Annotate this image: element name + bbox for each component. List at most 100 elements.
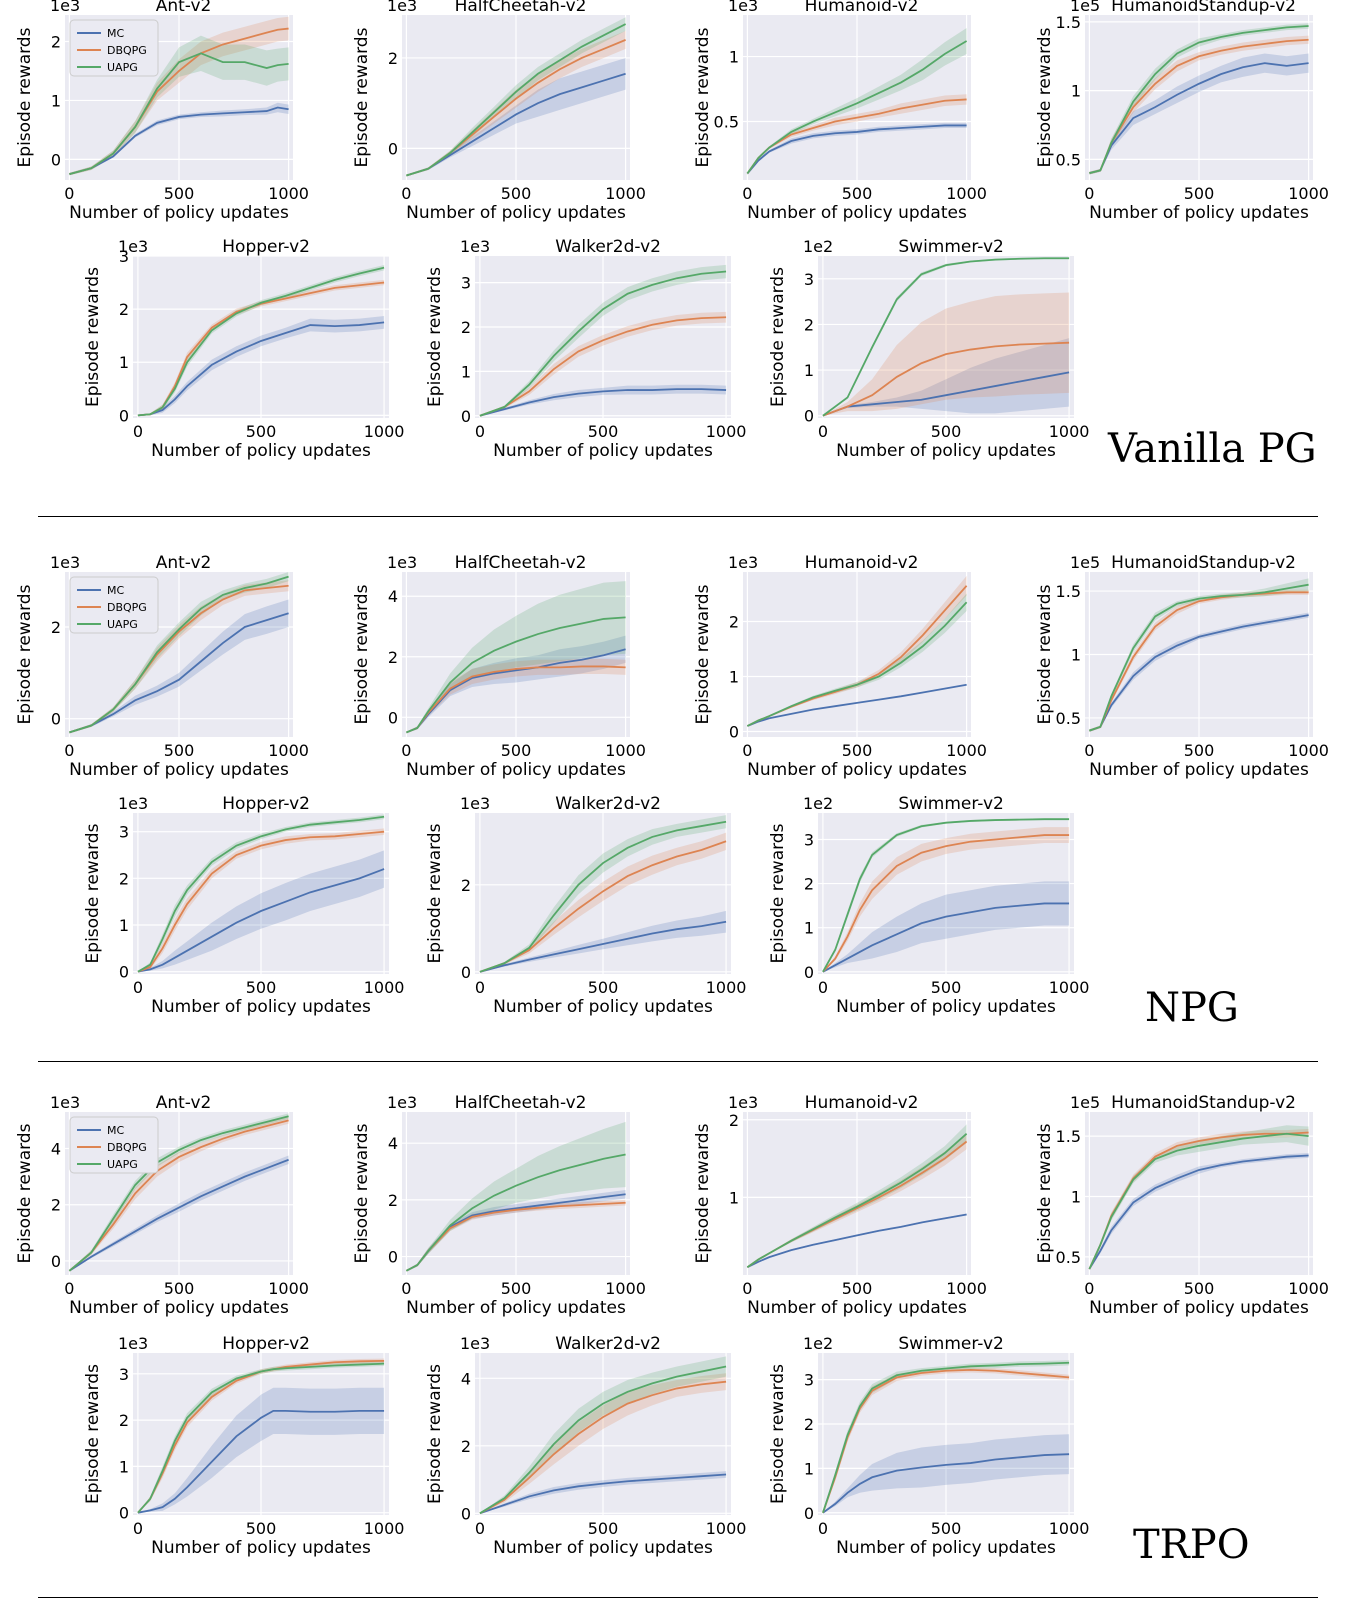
x-axis-label: Number of policy updates — [151, 997, 371, 1017]
series-line-dbqpg — [822, 341, 1070, 417]
x-tick-label: 500 — [842, 741, 873, 760]
y-tick-label: 1 — [729, 48, 739, 67]
y-tick-label: 1 — [729, 668, 739, 687]
y-axis-label: Episode rewards — [15, 584, 35, 724]
x-axis-label: Number of policy updates — [406, 1298, 626, 1318]
x-tick-label: 500 — [501, 1279, 532, 1298]
series-line-dbqpg — [137, 1359, 385, 1514]
axis-scale-label: 1e3 — [387, 553, 417, 572]
series-line-uapg — [822, 1361, 1070, 1514]
chart-trpo-humanoidstandup-v2: 0 500 1000 0.5 1 1.5 HumanoidStandup-v2 1e5 Numb… — [1035, 1093, 1329, 1318]
x-tick-label: 1000 — [946, 184, 987, 203]
y-tick-label: 0.5 — [1056, 150, 1081, 169]
separator-3 — [38, 1597, 1318, 1598]
y-tick-label: 1 — [51, 91, 61, 110]
y-axis-label: Episode rewards — [425, 267, 445, 407]
y-tick-label: 0 — [119, 1504, 129, 1523]
series-band-dbqpg — [822, 827, 1070, 972]
series-band-dbqpg — [1089, 35, 1309, 175]
x-tick-label: 0 — [133, 1519, 143, 1538]
series-line-mc — [137, 321, 385, 417]
series-band-dbqpg — [137, 828, 385, 972]
y-tick-label: 0 — [461, 1504, 471, 1523]
series-band-dbqpg — [406, 658, 626, 734]
legend-label-mc: MC — [107, 27, 124, 40]
x-axis-label: Number of policy updates — [1089, 1298, 1309, 1318]
chart-npg-swimmer-v2: 0 500 1000 0 1 2 3 Swimmer-v2 1e2 Number of polic… — [768, 794, 1089, 1017]
chart-vanilla-pg-humanoid-v2: 0 500 1000 0.5 1 Humanoid-v2 1e3 Number of poli… — [693, 0, 987, 223]
series-band-mc — [822, 338, 1070, 416]
y-tick-label: 2 — [804, 315, 814, 334]
chart-trpo-walker2d-v2: 0 500 1000 0 2 4 Walker2d-v2 1e3 Number of polic… — [425, 1334, 746, 1558]
series-band-mc — [137, 316, 385, 416]
group-label-npg: NPG — [1145, 985, 1239, 1031]
series-band-mc — [822, 881, 1070, 972]
series-line-uapg — [137, 266, 385, 417]
axis-scale-label: 1e3 — [50, 1093, 80, 1112]
chart-title: HumanoidStandup-v2 — [1111, 0, 1296, 16]
x-tick-label: 1000 — [268, 741, 309, 760]
legend-label-mc: MC — [107, 1124, 124, 1137]
y-tick-label: 0 — [119, 406, 129, 425]
y-tick-label: 3 — [804, 830, 814, 849]
x-tick-label: 500 — [1184, 184, 1215, 203]
y-tick-label: 1 — [1071, 646, 1081, 665]
y-tick-label: 0 — [51, 1252, 61, 1271]
y-axis-label: Episode rewards — [15, 27, 35, 167]
y-tick-label: 3 — [804, 1371, 814, 1390]
axis-scale-label: 1e5 — [1070, 553, 1100, 572]
x-tick-label: 1000 — [1288, 184, 1329, 203]
chart-trpo-swimmer-v2: 0 500 1000 0 1 2 3 Swimmer-v2 1e2 Number of polic… — [768, 1334, 1089, 1558]
x-axis-label: Number of policy updates — [493, 1538, 713, 1558]
chart-title: HalfCheetah-v2 — [455, 1093, 587, 1113]
series-band-mc — [479, 384, 727, 416]
x-tick-label: 500 — [588, 978, 619, 997]
series-line-uapg — [479, 1365, 727, 1515]
x-tick-label: 0 — [742, 184, 752, 203]
series-band-uapg — [747, 27, 967, 175]
y-axis-label: Episode rewards — [352, 1123, 372, 1263]
series-line-uapg — [746, 601, 968, 727]
y-tick-label: 0 — [388, 139, 398, 158]
axis-scale-label: 1e5 — [1070, 1093, 1100, 1112]
x-axis-label: Number of policy updates — [69, 1298, 289, 1318]
y-tick-label: 4 — [388, 587, 398, 606]
x-tick-label: 500 — [501, 184, 532, 203]
x-tick-label: 500 — [246, 1519, 277, 1538]
y-axis-label: Episode rewards — [83, 267, 103, 407]
axis-scale-label: 1e3 — [387, 1093, 417, 1112]
series-band-dbqpg — [479, 311, 727, 416]
chart-title: Swimmer-v2 — [898, 1334, 1003, 1354]
x-tick-label: 0 — [1084, 184, 1094, 203]
legend: MC DBQPG UAPG — [69, 1116, 159, 1174]
chart-trpo-ant-v2: 0 500 1000 0 2 4 Ant-v2 1e3 Number of policy upd… — [15, 1093, 309, 1318]
axis-scale-label: 1e3 — [460, 237, 490, 256]
series-band-uapg — [406, 581, 626, 734]
series-line-uapg — [479, 820, 727, 973]
x-axis-label: Number of policy updates — [836, 1538, 1056, 1558]
axis-scale-label: 1e3 — [50, 553, 80, 572]
axis-scale-label: 1e3 — [50, 0, 80, 15]
axis-scale-label: 1e3 — [460, 794, 490, 813]
x-tick-label: 0 — [133, 978, 143, 997]
series-band-uapg — [1089, 1125, 1309, 1271]
x-axis-label: Number of policy updates — [493, 997, 713, 1017]
series-band-mc — [747, 122, 967, 175]
legend-label-dbqpg: DBQPG — [107, 601, 147, 614]
x-tick-label: 0 — [475, 978, 485, 997]
separator-2 — [38, 1061, 1318, 1062]
y-tick-label: 2 — [729, 613, 739, 632]
x-tick-label: 500 — [246, 422, 277, 441]
x-tick-label: 500 — [588, 1519, 619, 1538]
x-tick-label: 0 — [64, 184, 74, 203]
series-band-dbqpg — [406, 30, 626, 177]
y-tick-label: 2 — [461, 876, 471, 895]
y-tick-label: 0.5 — [714, 113, 739, 132]
x-tick-label: 500 — [931, 1519, 962, 1538]
x-axis-label: Number of policy updates — [836, 441, 1056, 461]
y-tick-label: 1 — [461, 362, 471, 381]
chart-npg-humanoid-v2: 0 500 1000 0 1 2 Humanoid-v2 1e3 Number of polic… — [693, 553, 987, 780]
series-band-dbqpg — [1089, 1128, 1309, 1271]
x-axis-label: Number of policy updates — [747, 760, 967, 780]
chart-trpo-hopper-v2: 0 500 1000 0 1 2 3 Hopper-v2 1e3 Number of policy… — [83, 1334, 404, 1558]
